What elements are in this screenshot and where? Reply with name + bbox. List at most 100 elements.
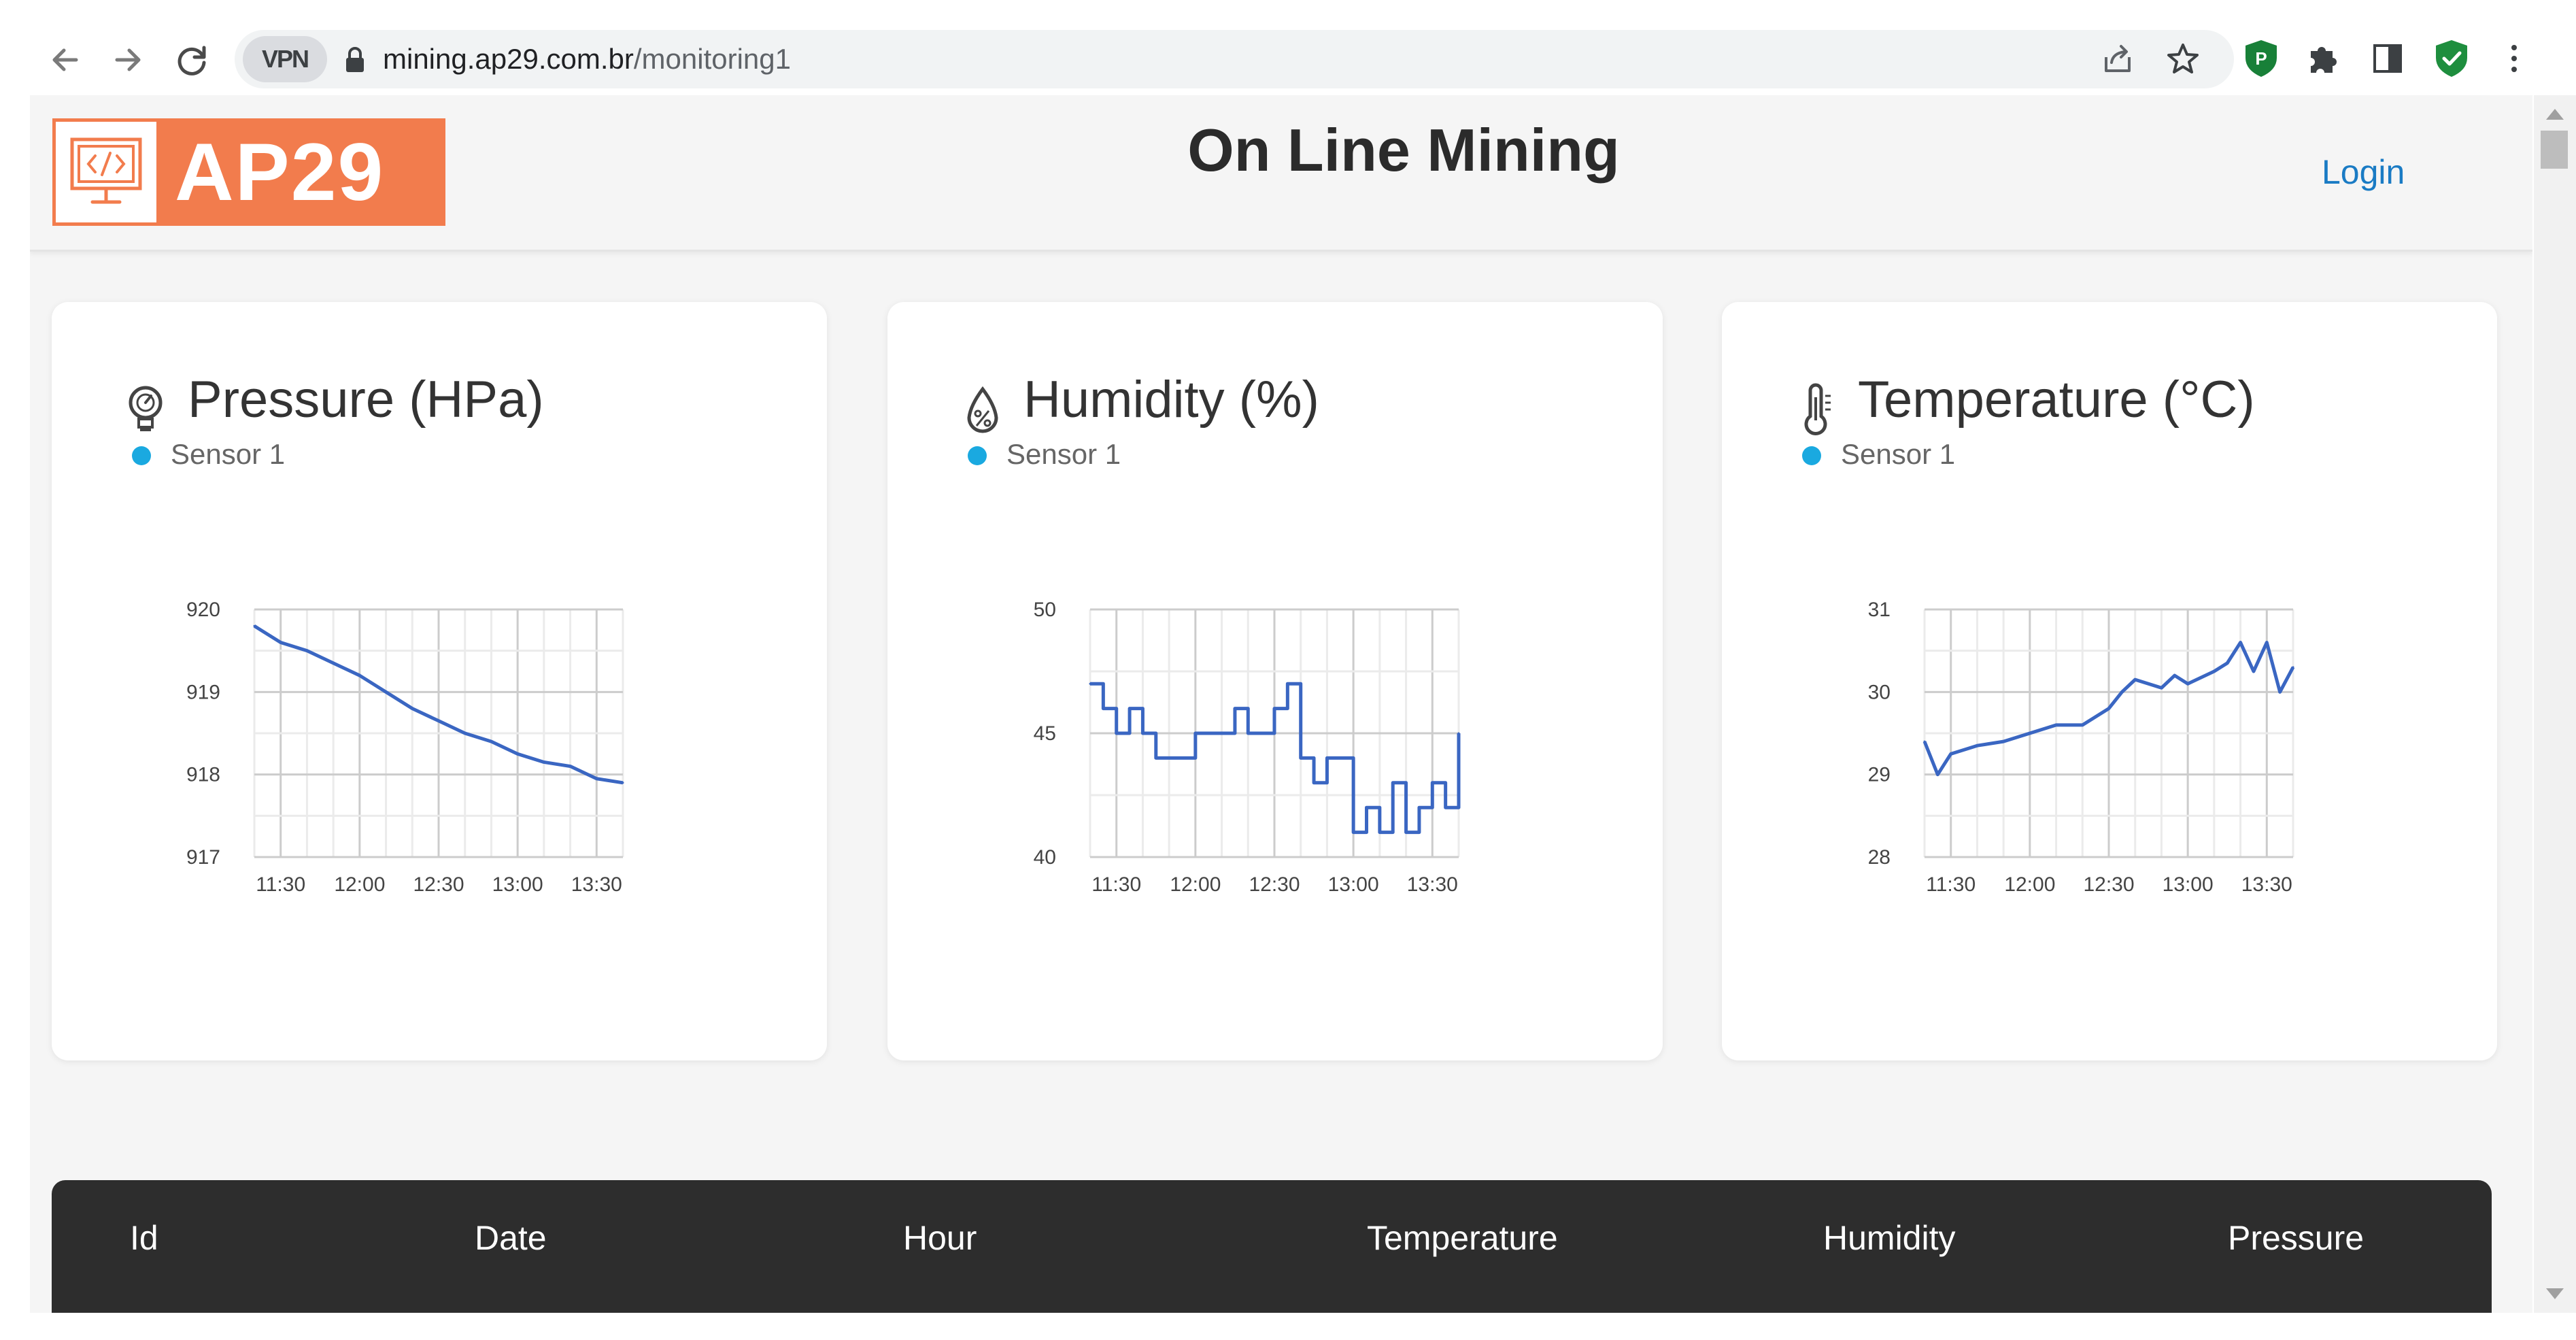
data-point	[2186, 682, 2189, 685]
app-header: AP29 On Line Mining Login	[30, 95, 2532, 252]
data-point	[1312, 782, 1315, 784]
data-point	[1300, 756, 1302, 759]
url-text[interactable]: mining.ap29.com.br/monitoring1	[383, 43, 791, 76]
y-tick-label: 920	[186, 599, 220, 621]
scroll-thumb[interactable]	[2541, 131, 2568, 169]
url-domain: mining.ap29.com.br	[383, 43, 634, 75]
series-line	[1090, 682, 1461, 835]
vpn-badge[interactable]: VPN	[243, 36, 327, 82]
y-tick-label: 919	[186, 681, 220, 703]
more-vert-icon[interactable]	[2493, 37, 2535, 80]
data-point	[1155, 756, 1157, 759]
data-point	[1286, 682, 1289, 685]
column-header-date[interactable]: Date	[475, 1219, 547, 1257]
data-point	[1976, 744, 1978, 747]
data-point	[2252, 670, 2255, 673]
data-point	[569, 765, 572, 768]
data-point	[622, 782, 624, 784]
pressure-gauge-icon	[129, 386, 163, 431]
data-point	[2120, 690, 2123, 693]
x-tick-label: 12:30	[1249, 873, 1300, 896]
data-point	[2279, 690, 2282, 693]
data-point	[2213, 670, 2216, 673]
data-point	[2002, 740, 2005, 743]
data-point	[1115, 732, 1118, 735]
data-point	[1194, 732, 1197, 735]
browser-toolbar: VPN mining.ap29.com.br/monitoring1 P	[0, 0, 2576, 95]
data-point	[2173, 674, 2176, 677]
data-point	[2081, 724, 2084, 726]
legend-label: Sensor 1	[1006, 438, 1121, 470]
data-point	[1405, 831, 1408, 834]
y-tick-label: 29	[1868, 764, 1891, 786]
data-point	[1457, 732, 1460, 735]
data-point	[2160, 686, 2163, 689]
data-point	[2239, 641, 2242, 644]
code-monitor-icon	[70, 137, 142, 204]
data-point	[1444, 806, 1447, 809]
data-point	[1168, 756, 1170, 759]
x-tick-label: 13:30	[2241, 873, 2292, 896]
shield-check-icon[interactable]	[2430, 37, 2473, 80]
data-point	[1273, 707, 1276, 710]
pressure-chart: 917 918 919 920 11:30 12:00 12:30 13:00 13:30	[186, 599, 624, 896]
thermometer-icon	[1804, 383, 1831, 435]
star-icon[interactable]	[2163, 39, 2203, 79]
logo[interactable]: AP29	[52, 118, 445, 226]
share-icon[interactable]	[2098, 39, 2137, 79]
scroll-down-icon[interactable]	[2546, 1288, 2564, 1299]
humidity-drop-icon	[967, 386, 998, 433]
x-tick-label: 13:30	[571, 873, 622, 896]
data-point	[2292, 666, 2294, 669]
column-header-pressure[interactable]: Pressure	[2228, 1219, 2365, 1257]
back-icon[interactable]	[37, 31, 94, 88]
login-link[interactable]: Login	[2322, 153, 2405, 191]
data-point	[1325, 756, 1328, 759]
data-point	[2265, 641, 2268, 644]
data-point	[1234, 707, 1236, 710]
column-header-humidity[interactable]: Humidity	[1823, 1219, 1956, 1257]
legend-label: Sensor 1	[1841, 438, 1956, 470]
data-point	[2055, 724, 2058, 726]
y-tick-label: 31	[1868, 599, 1891, 621]
data-point	[2134, 678, 2137, 681]
column-header-temperature[interactable]: Temperature	[1367, 1219, 1558, 1257]
vertical-scrollbar[interactable]	[2534, 95, 2576, 1313]
data-point	[1378, 831, 1381, 834]
data-point	[2107, 707, 2110, 710]
lock-icon[interactable]	[343, 46, 367, 73]
extension-p-icon[interactable]: P	[2240, 37, 2282, 80]
address-bar[interactable]: VPN mining.ap29.com.br/monitoring1	[235, 30, 2234, 88]
y-tick-label: 50	[1034, 599, 1056, 621]
bottom-edge	[0, 1313, 2576, 1340]
y-tick-label: 40	[1034, 846, 1056, 869]
scroll-up-icon[interactable]	[2546, 109, 2564, 120]
legend-marker	[968, 446, 987, 465]
humidity-card: Humidity (%) Sensor 1 40 45 50 11:30 12:00 12…	[887, 302, 1663, 1060]
column-header-id[interactable]: Id	[130, 1219, 158, 1257]
data-point	[595, 777, 598, 780]
legend-label: Sensor 1	[171, 438, 286, 470]
puzzle-icon[interactable]	[2303, 37, 2345, 80]
data-point	[358, 674, 361, 677]
x-tick-label: 12:30	[413, 873, 464, 896]
data-point	[516, 752, 519, 755]
y-tick-label: 918	[186, 764, 220, 786]
x-tick-label: 11:30	[1926, 873, 1976, 896]
column-header-hour[interactable]: Hour	[903, 1219, 977, 1257]
reload-icon[interactable]	[163, 31, 220, 88]
page-title: On Line Mining	[1187, 116, 1620, 184]
data-point	[305, 650, 308, 652]
forward-icon[interactable]	[99, 31, 156, 88]
data-point	[1089, 682, 1091, 685]
data-point	[1950, 752, 1952, 755]
data-point	[1128, 707, 1131, 710]
legend-marker	[1802, 446, 1821, 465]
x-tick-label: 13:00	[492, 873, 543, 896]
x-tick-label: 13:00	[1328, 873, 1379, 896]
sidepanel-icon[interactable]	[2367, 37, 2409, 80]
data-point	[543, 760, 545, 763]
data-point	[1247, 732, 1249, 735]
data-point	[332, 662, 335, 665]
data-point	[464, 732, 467, 735]
